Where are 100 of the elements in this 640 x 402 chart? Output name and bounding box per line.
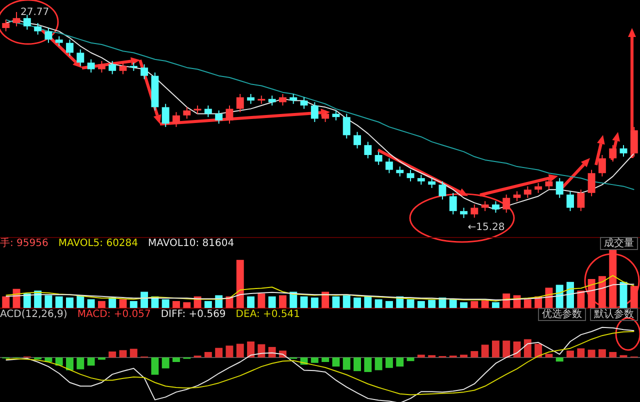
bar: [428, 300, 436, 308]
bar: [66, 357, 74, 370]
candlestick: [385, 158, 393, 174]
candlestick: [577, 189, 585, 212]
text: MACD: +0.057: [77, 309, 151, 320]
candlestick: [417, 174, 425, 186]
bar: [385, 301, 393, 308]
bar: [609, 250, 617, 308]
bar: [502, 340, 510, 358]
bar: [609, 352, 617, 358]
candlestick: [481, 200, 489, 212]
candlestick: [23, 14, 31, 30]
candlestick: [620, 144, 628, 158]
bar: [406, 299, 414, 308]
candlestick: [34, 22, 42, 36]
bar: [577, 290, 585, 308]
text: MAVOL10: 81604: [148, 238, 234, 249]
bar: [481, 344, 489, 358]
text: DIFF: +0.569: [160, 309, 226, 320]
candlestick: [247, 93, 255, 104]
bar: [417, 354, 425, 358]
bar: [354, 298, 361, 308]
bar: [332, 357, 340, 367]
bar: [87, 357, 95, 366]
text: MAVOL5: 60284: [58, 238, 138, 249]
text: 成交量: [600, 237, 638, 250]
bar: [470, 301, 478, 308]
bar: [119, 299, 127, 308]
bar: [172, 357, 180, 362]
candlestick: [119, 62, 127, 75]
bar: [23, 294, 31, 308]
bar: [449, 299, 457, 308]
bar: [119, 350, 127, 358]
candlestick: [300, 96, 308, 110]
candlestick: [162, 103, 170, 128]
bar: [151, 357, 159, 375]
candlestick: [502, 194, 510, 214]
candlestick: [588, 169, 596, 197]
text: 默认参数: [590, 308, 638, 321]
candlestick: [172, 112, 180, 128]
bar: [577, 348, 585, 358]
bar: [364, 296, 372, 308]
candlestick: [460, 207, 468, 218]
bar: [226, 346, 234, 358]
candlestick: [364, 141, 372, 159]
candlestick: [236, 93, 244, 113]
bar: [524, 339, 532, 358]
candlestick: [215, 110, 223, 124]
bar: [374, 357, 382, 370]
candlestick: [438, 180, 446, 200]
candlestick: [2, 19, 10, 32]
bar: [598, 276, 606, 308]
bar: [247, 342, 255, 358]
candlestick: [342, 113, 350, 140]
bar: [396, 357, 404, 367]
bar: [460, 302, 468, 308]
bar: [354, 357, 361, 372]
bar: [290, 292, 298, 308]
text: DEA: +0.541: [236, 309, 300, 320]
candlestick: [406, 169, 414, 182]
bar: [215, 348, 223, 358]
bar: [492, 340, 500, 358]
candlestick: [140, 64, 148, 80]
candlestick: [332, 110, 340, 121]
bar: [258, 294, 266, 308]
bar: [279, 295, 286, 308]
text: 优选参数: [538, 308, 586, 321]
bar: [130, 348, 138, 358]
candlestick: [66, 39, 74, 57]
bar: [204, 352, 212, 358]
bar: [55, 357, 63, 366]
candlestick: [44, 28, 52, 44]
candlestick: [566, 190, 574, 212]
bar: [556, 284, 564, 308]
candlestick: [268, 95, 276, 106]
bar: [322, 292, 330, 308]
bar: [172, 301, 180, 308]
bar: [460, 354, 468, 358]
bar: [417, 301, 425, 308]
bar: [545, 354, 553, 358]
bar: [98, 301, 106, 308]
candlestick: [374, 151, 382, 166]
bar: [588, 279, 596, 308]
bar: [258, 344, 266, 358]
bar: [162, 357, 170, 368]
annotation: 27.77: [20, 7, 50, 18]
candlestick: [98, 60, 106, 74]
text: ←15.28: [468, 222, 505, 233]
bar: [310, 357, 318, 363]
bar: [236, 344, 244, 358]
candlestick: [12, 12, 20, 27]
bar: [55, 296, 63, 308]
bar: [342, 295, 350, 308]
candlestick: [55, 36, 63, 47]
bar: [598, 349, 606, 358]
bar: [492, 302, 500, 308]
candlestick: [310, 102, 318, 123]
bar: [108, 352, 116, 358]
bar: [556, 357, 564, 362]
bar: [44, 295, 52, 308]
